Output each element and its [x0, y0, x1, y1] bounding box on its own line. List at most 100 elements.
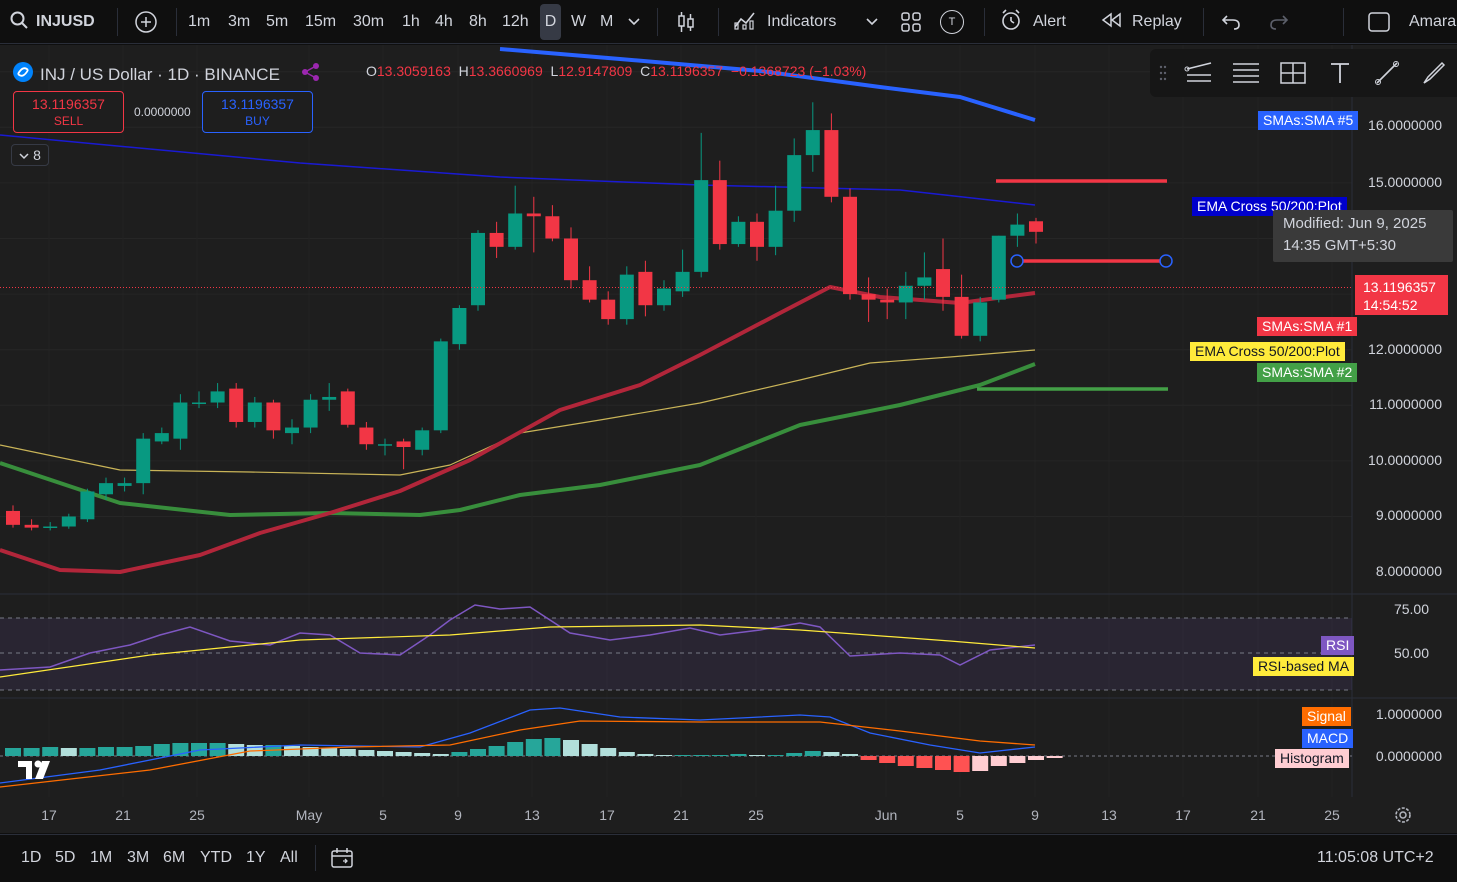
- buy-button[interactable]: 13.1196357 BUY: [202, 91, 313, 133]
- macd-histogram-bar: [5, 748, 21, 756]
- candle-body: [359, 427, 374, 445]
- x-axis-label: 13: [1101, 807, 1117, 823]
- interval-15m[interactable]: 15m: [305, 13, 337, 30]
- interval-1m[interactable]: 1m: [188, 13, 211, 30]
- high-label: H: [458, 63, 469, 79]
- redo-icon[interactable]: [1266, 0, 1292, 44]
- interval-30m[interactable]: 30m: [353, 13, 385, 30]
- interval-8h[interactable]: 8h: [469, 13, 487, 30]
- macd-histogram-bar: [711, 755, 728, 756]
- account-name[interactable]: Amara: [1409, 13, 1457, 30]
- fib-retracement-icon[interactable]: [1223, 49, 1270, 97]
- range-5d[interactable]: 5D: [55, 849, 76, 866]
- rsi-line: [0, 604, 1036, 671]
- macd-histogram-bar: [395, 752, 412, 756]
- brush-tool-icon[interactable]: [1410, 49, 1457, 97]
- symbol-search[interactable]: INJUSD: [10, 0, 95, 44]
- candle-body: [43, 526, 58, 529]
- alert-button[interactable]: Alert: [999, 0, 1066, 44]
- interval-3m[interactable]: 3m: [228, 13, 251, 30]
- macd-histogram-bar: [563, 740, 579, 756]
- axis-settings-gear-icon[interactable]: [1393, 805, 1413, 830]
- x-axis-label: May: [295, 807, 323, 823]
- price-chart[interactable]: [0, 45, 1457, 833]
- range-all[interactable]: All: [280, 849, 298, 866]
- fullscreen-checkbox-icon[interactable]: [1366, 0, 1392, 44]
- macd-histogram-bar: [98, 747, 114, 756]
- interval-m[interactable]: M: [600, 13, 614, 30]
- drag-handle-icon[interactable]: [1150, 49, 1176, 97]
- layouts-grid-icon[interactable]: [897, 0, 925, 44]
- chart-area[interactable]: INJ / US Dollar · 1D · BINANCE O13.30591…: [0, 45, 1457, 833]
- candle-body: [936, 269, 950, 297]
- candle-body: [433, 341, 448, 431]
- interval-4h[interactable]: 4h: [435, 13, 453, 30]
- candle-body: [247, 402, 262, 422]
- candle-body: [861, 294, 876, 300]
- sell-price: 13.1196357: [32, 96, 105, 112]
- price-axis-12: 12.0000000: [1368, 341, 1442, 357]
- clock-timezone[interactable]: 11:05:08 UTC+2: [1317, 849, 1434, 866]
- candle-body: [266, 402, 281, 431]
- spread-value: 0.0000000: [134, 105, 191, 119]
- interval-w[interactable]: W: [571, 13, 587, 30]
- candle-body: [6, 510, 20, 525]
- symbol-title: INJ / US Dollar · 1D · BINANCE: [40, 64, 280, 84]
- bar-countdown: 14:54:52: [1363, 297, 1418, 313]
- replay-button[interactable]: Replay: [1100, 0, 1182, 44]
- chevron-down-icon[interactable]: [624, 0, 644, 44]
- templates-badge[interactable]: T: [938, 0, 966, 44]
- go-to-date-calendar-icon[interactable]: [330, 835, 354, 881]
- candle-body: [731, 221, 746, 245]
- indicators-collapse-button[interactable]: 8: [11, 144, 49, 166]
- range-1y[interactable]: 1Y: [246, 849, 266, 866]
- candle-body: [619, 274, 634, 320]
- candle-body: [340, 391, 355, 425]
- buy-price: 13.1196357: [221, 96, 294, 112]
- candle-body: [694, 180, 709, 272]
- close-label: C: [640, 63, 651, 79]
- text-tool-icon[interactable]: [1316, 49, 1363, 97]
- macd-histogram-bar: [284, 746, 300, 756]
- candle-body: [1010, 224, 1025, 236]
- candle-body: [99, 483, 113, 495]
- range-6m[interactable]: 6M: [163, 849, 186, 866]
- range-1d[interactable]: 1D: [21, 849, 42, 866]
- macd-histogram-bar: [804, 751, 821, 756]
- interval-12h[interactable]: 12h: [502, 13, 529, 30]
- macd-histogram-bar: [79, 748, 96, 756]
- indicators-chevron-down-icon[interactable]: [862, 0, 882, 44]
- x-axis-label: 13: [524, 807, 540, 823]
- candle-body: [192, 402, 206, 405]
- macd-histogram-bar: [470, 749, 486, 756]
- rsi-band: [0, 618, 1352, 690]
- indicators-label: Indicators: [767, 13, 837, 30]
- candles-chart-type-icon[interactable]: [672, 0, 700, 44]
- pattern-tool-icon[interactable]: [1270, 49, 1317, 97]
- trend-lines-icon[interactable]: [1176, 49, 1223, 97]
- sell-button[interactable]: 13.1196357 SELL: [13, 91, 124, 133]
- interval-d[interactable]: D: [540, 4, 561, 40]
- candle-body: [787, 155, 802, 211]
- candle-body: [824, 130, 839, 197]
- undo-icon[interactable]: [1218, 0, 1244, 44]
- macd-histogram-bar: [953, 756, 970, 772]
- candle-body: [489, 232, 504, 247]
- range-3m[interactable]: 3M: [127, 849, 150, 866]
- candle-body: [378, 444, 392, 446]
- candle-body: [285, 427, 299, 434]
- interval-5m[interactable]: 5m: [266, 13, 289, 30]
- change-value: −0.1368723 (−1.03%): [730, 63, 867, 79]
- price-axis-11: 11.0000000: [1369, 396, 1442, 412]
- macd-histogram-bar: [600, 748, 617, 756]
- compare-add-icon[interactable]: [130, 0, 162, 44]
- indicators-button[interactable]: Indicators: [733, 0, 836, 44]
- tradingview-logo[interactable]: [16, 757, 56, 786]
- range-1m[interactable]: 1M: [90, 849, 113, 866]
- replay-label: Replay: [1132, 13, 1182, 30]
- measure-tool-icon[interactable]: [1363, 49, 1410, 97]
- tooltip-line2: 14:35 GMT+5:30: [1283, 237, 1396, 254]
- range-ytd[interactable]: YTD: [200, 849, 232, 866]
- interval-1h[interactable]: 1h: [402, 13, 420, 30]
- ohlc-values: O13.3059163 H13.3660969 L12.9147809 C13.…: [366, 63, 866, 79]
